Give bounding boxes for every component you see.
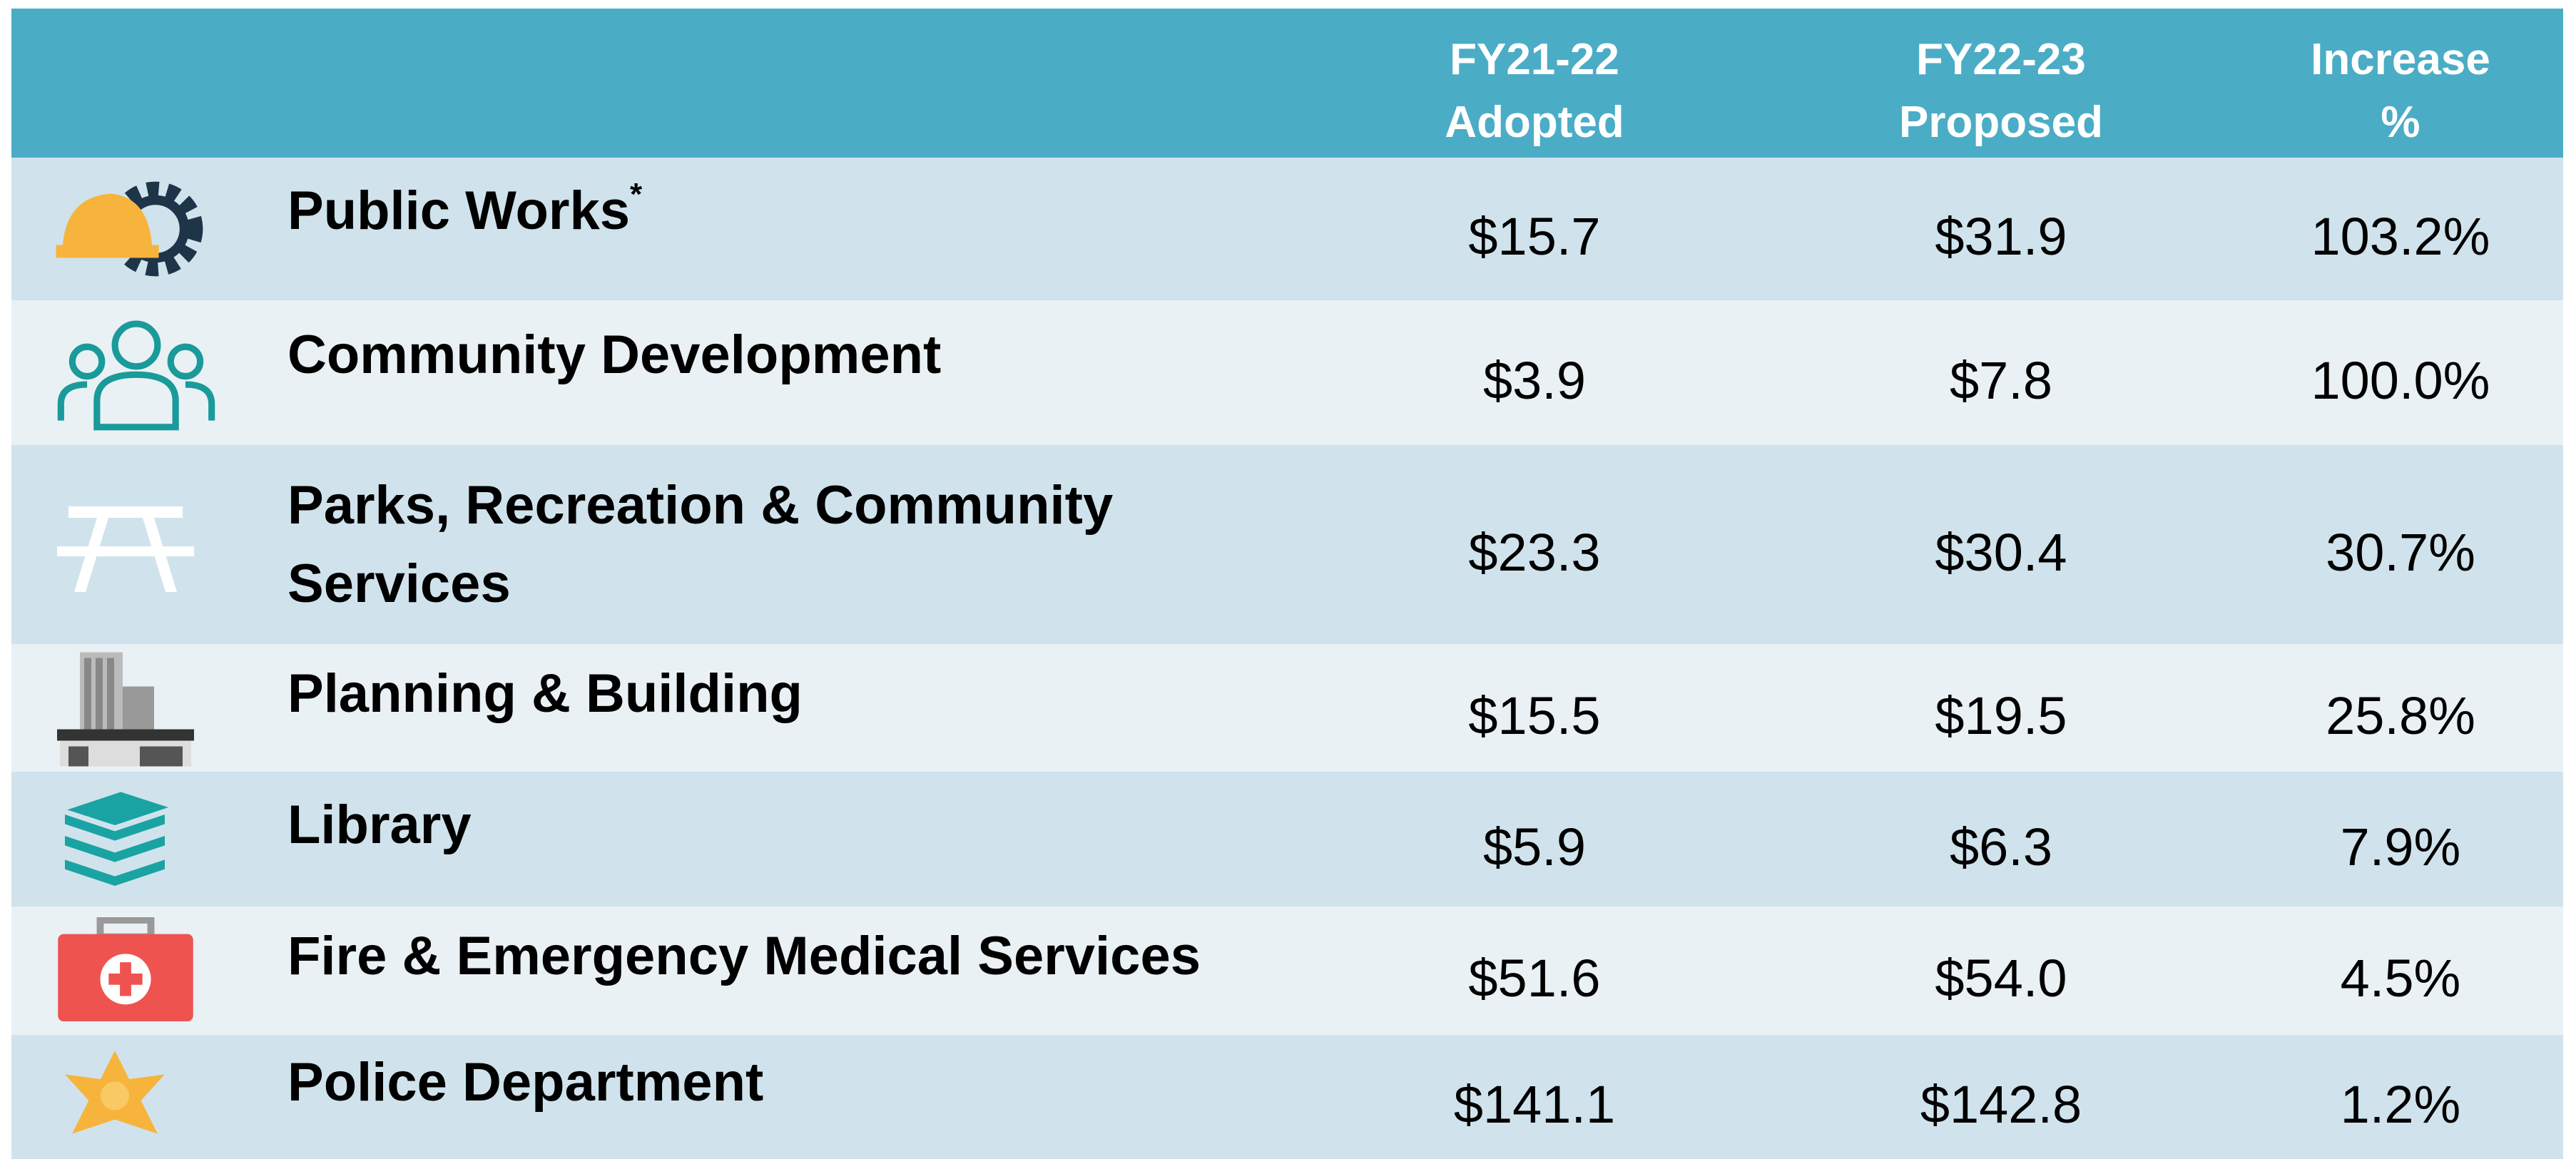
row-value: $54.0 xyxy=(1935,949,2067,1008)
row-value: $6.3 xyxy=(1949,817,2053,877)
row-value: $30.4 xyxy=(1935,522,2067,582)
row-name: Police Department xyxy=(287,1043,763,1122)
row-value: 7.9% xyxy=(2340,817,2461,877)
row-value: 103.2% xyxy=(2311,207,2490,266)
row-value: 30.7% xyxy=(2326,522,2475,582)
budget-table: FY21-22 Adopted FY22-23 Proposed Increase% P… xyxy=(11,9,2563,1159)
column-header: FY21-22 Adopted xyxy=(1356,29,1713,154)
table-row: Community Development $3.9 $7.8 100.0% xyxy=(11,300,2563,445)
row-name-text: Parks, Recreation & Community Services xyxy=(287,474,1114,614)
table-row: Planning & Building $15.5 $19.5 25.8% xyxy=(11,644,2563,772)
row-name-text: Community Development xyxy=(287,324,942,385)
row-icon xyxy=(54,649,197,770)
header-line: FY21-22 xyxy=(1450,35,1619,84)
row-value: $141.1 xyxy=(1453,1075,1616,1134)
row-icon xyxy=(54,312,218,437)
row-value: $23.3 xyxy=(1468,522,1601,582)
column-header: FY22-23 Proposed xyxy=(1823,29,2179,154)
row-name: Fire & Emergency Medical Services xyxy=(287,917,1201,996)
footnote-mark: * xyxy=(630,177,643,212)
table-row: Police Department $141.1 $142.8 1.2% xyxy=(11,1035,2563,1159)
header-line: % xyxy=(2381,98,2420,147)
row-name: Library xyxy=(287,786,472,864)
row-value: $142.8 xyxy=(1920,1075,2082,1134)
header-row: FY21-22 Adopted FY22-23 Proposed Increase% xyxy=(11,9,2563,158)
row-name-text: Library xyxy=(287,794,472,855)
row-name-text: Planning & Building xyxy=(287,663,803,724)
column-header: Increase% xyxy=(2222,29,2576,154)
row-name-text: Public Works xyxy=(287,180,631,241)
row-value: $7.8 xyxy=(1949,350,2053,410)
row-icon xyxy=(54,917,197,1028)
row-value: $3.9 xyxy=(1482,350,1587,410)
row-value: 100.0% xyxy=(2311,350,2490,410)
row-name: Public Works* xyxy=(287,172,642,250)
row-name-text: Police Department xyxy=(287,1052,764,1113)
row-value: $15.5 xyxy=(1468,685,1601,745)
header-line: Adopted xyxy=(1445,98,1624,147)
row-value: $31.9 xyxy=(1935,207,2067,266)
row-value: 4.5% xyxy=(2340,949,2461,1008)
row-name: Parks, Recreation & Community Services xyxy=(287,466,1229,623)
table-row: Library $5.9 $6.3 7.9% xyxy=(11,772,2563,907)
row-value: $51.6 xyxy=(1468,949,1601,1008)
header-line: Proposed xyxy=(1899,98,2103,147)
table-row: Fire & Emergency Medical Services $51.6 $5… xyxy=(11,907,2563,1035)
row-icon xyxy=(54,786,175,897)
row-icon xyxy=(54,491,197,602)
row-value: $5.9 xyxy=(1482,817,1587,877)
row-icon xyxy=(54,1043,175,1154)
header-line: FY22-23 xyxy=(1916,35,2086,84)
table-row: Public Works* $15.7 $31.9 103.2% xyxy=(11,158,2563,300)
row-value: 25.8% xyxy=(2326,685,2475,745)
row-value: $19.5 xyxy=(1935,685,2067,745)
row-name-text: Fire & Emergency Medical Services xyxy=(287,926,1201,986)
row-icon xyxy=(54,165,218,297)
table-row: Parks, Recreation & Community Services $2… xyxy=(11,445,2563,644)
row-name: Community Development xyxy=(287,316,941,394)
row-value: 1.2% xyxy=(2340,1075,2461,1134)
header-line: Increase xyxy=(2311,35,2490,84)
row-value: $15.7 xyxy=(1468,207,1601,266)
row-name: Planning & Building xyxy=(287,655,803,733)
